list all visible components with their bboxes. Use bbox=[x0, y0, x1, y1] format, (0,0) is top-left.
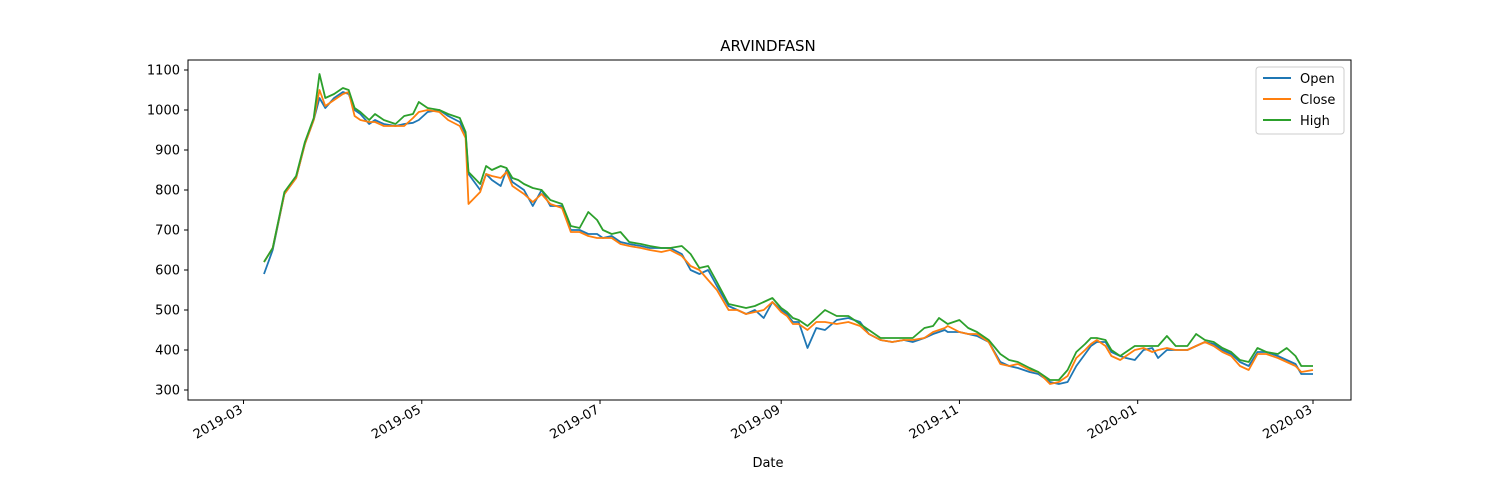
y-tick-label: 1100 bbox=[147, 64, 180, 79]
y-tick-label: 400 bbox=[155, 344, 180, 359]
series-line-high bbox=[263, 73, 1313, 381]
legend-label-close: Close bbox=[1300, 93, 1335, 108]
legend-label-high: High bbox=[1300, 114, 1330, 129]
series-line-close bbox=[263, 89, 1314, 385]
y-tick-label: 800 bbox=[155, 184, 180, 199]
legend: Open Close High bbox=[1255, 66, 1345, 135]
y-tick-label: 600 bbox=[155, 264, 180, 279]
chart-title: ARVINDFASN bbox=[720, 37, 816, 55]
y-tick-label: 500 bbox=[155, 304, 180, 319]
y-tick-label: 900 bbox=[155, 144, 180, 159]
series-layer bbox=[263, 73, 1314, 385]
legend-label-open: Open bbox=[1300, 72, 1335, 87]
y-axis: 300 400 500 600 700 800 900 1000 1100 bbox=[147, 64, 188, 399]
y-tick-label: 1000 bbox=[147, 104, 180, 119]
legend-box bbox=[1255, 66, 1345, 135]
y-tick-label: 300 bbox=[155, 384, 180, 399]
y-tick-label: 700 bbox=[155, 224, 180, 239]
x-axis-title: Date bbox=[752, 456, 783, 471]
